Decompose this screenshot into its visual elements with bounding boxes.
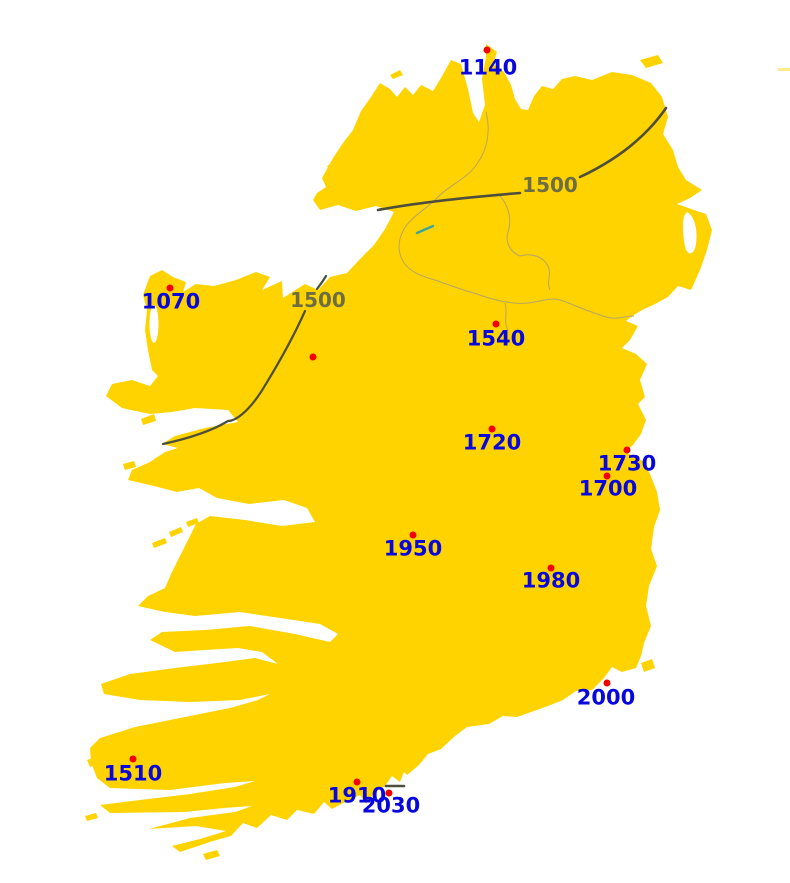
clare-island [141, 414, 156, 425]
county-borders-group [398, 111, 635, 331]
station-dot [483, 46, 491, 54]
station-value-label: 1140 [458, 55, 518, 80]
border-line-monaghan [504, 302, 509, 331]
station-value-label: 1980 [521, 568, 581, 593]
station-value-label: 1910 [327, 783, 387, 808]
isoline-1500-north-west-segment [376, 191, 522, 212]
strangford-lough [682, 212, 697, 254]
station-dot [129, 755, 137, 763]
border-line-armagh [519, 254, 551, 291]
aran-island-2 [169, 527, 183, 537]
scotland-coast-fragment [778, 68, 790, 71]
station-dot [623, 446, 631, 454]
isoline-value-label: 1500 [522, 173, 578, 197]
station-dot [547, 564, 555, 572]
inishbofin-island [123, 461, 136, 470]
blacksod-bay [149, 305, 159, 343]
aran-island-1 [152, 538, 167, 548]
ireland-landmass [90, 44, 712, 852]
station-dot [492, 320, 500, 328]
aran-island-3 [186, 518, 199, 527]
dursey-island [85, 813, 98, 821]
station-value-label: 1720 [462, 430, 522, 455]
valentia-island [87, 754, 107, 767]
islands-group [85, 55, 790, 860]
station-dot [385, 789, 393, 797]
station-value-label: 1540 [466, 326, 526, 351]
border-line-tyrone [499, 195, 521, 257]
isoline-value-label: 1500 [290, 288, 346, 312]
station-dot [166, 284, 174, 292]
station-value-label: 1070 [141, 289, 201, 314]
isolines-group [161, 106, 668, 788]
station-dot [488, 425, 496, 433]
arranmore-island [327, 160, 341, 171]
border-line-main [398, 111, 635, 319]
station-dot [603, 679, 611, 687]
tory-island [390, 70, 403, 79]
lough-erne [415, 224, 435, 235]
station-dot [353, 778, 361, 786]
isoline-1500-west-lower-segment [161, 309, 307, 446]
station-value-label: 2030 [361, 793, 421, 818]
station-value-label: 1510 [103, 761, 163, 786]
station-value-label: 1700 [578, 476, 638, 501]
station-value-label: 2000 [576, 685, 636, 710]
rathlin-island [640, 55, 663, 68]
station-dot-unlabeled [309, 353, 317, 361]
sea-inlets-group [149, 212, 697, 343]
station-value-label: 1950 [383, 536, 443, 561]
isoline-1500-west-upper-segment [315, 274, 328, 291]
station-dot [409, 531, 417, 539]
station-dot [603, 472, 611, 480]
cape-clear-island [203, 850, 220, 860]
rosslare-point-islet [641, 659, 655, 672]
station-value-label: 1730 [597, 451, 657, 476]
isoline-1500-north-east-segment [578, 106, 668, 179]
